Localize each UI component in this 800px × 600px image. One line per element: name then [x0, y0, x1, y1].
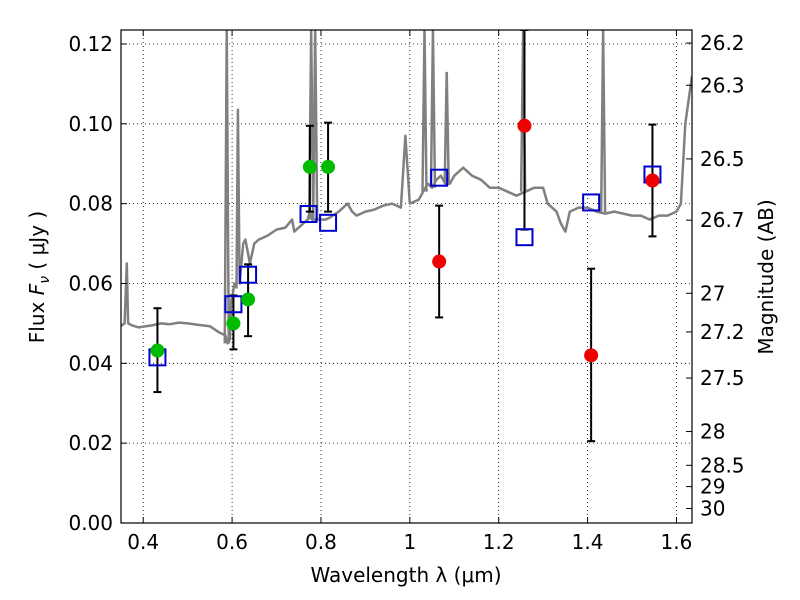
plot-background	[121, 30, 692, 523]
y-axis-label: Flux Fν ( μJy )	[25, 211, 53, 343]
green-data-point	[226, 316, 241, 331]
model-spectrum	[121, 30, 692, 345]
red-data-point	[584, 348, 599, 363]
x-tick-label: 1	[403, 530, 416, 554]
right-tick-label: 27.2	[700, 320, 745, 344]
y-tick-label: 0.08	[68, 192, 113, 216]
red-data-point	[517, 118, 532, 133]
right-tick-label: 26.3	[700, 73, 745, 97]
plot-frame	[120, 29, 693, 524]
x-tick-label: 1.6	[661, 530, 693, 554]
red-data-point	[645, 173, 660, 188]
right-tick-label: 28	[700, 420, 725, 444]
red-data-point	[432, 254, 447, 269]
model-flux-square	[224, 295, 243, 314]
model-flux-square	[430, 168, 449, 187]
y-tick-label: 0.02	[68, 431, 113, 455]
y-tick-label: 0.10	[68, 112, 113, 136]
x-tick-label: 1.2	[483, 530, 515, 554]
right-tick-label: 30	[700, 497, 725, 521]
model-flux-square	[239, 265, 258, 284]
right-tick-label: 27	[700, 281, 725, 305]
x-axis-label: Wavelength λ (μm)	[310, 563, 501, 587]
model-spectrum-line	[121, 75, 692, 345]
emission-line-spike	[599, 30, 607, 214]
axis-ticks	[121, 30, 692, 524]
green-data-point	[302, 159, 317, 174]
y-tick-label: 0.04	[68, 351, 113, 375]
right-axis-label: Magnitude (AB)	[754, 199, 778, 354]
green-data-point	[150, 343, 165, 358]
model-flux-square	[299, 205, 318, 224]
x-tick-label: 0.8	[305, 530, 337, 554]
x-tick-label: 1.4	[572, 530, 604, 554]
right-tick-label: 26.2	[700, 31, 745, 55]
x-tick-label: 0.4	[127, 530, 159, 554]
data-markers	[148, 118, 662, 367]
right-tick-label: 28.5	[700, 453, 745, 477]
x-tick-label: 0.6	[216, 530, 248, 554]
model-flux-square	[319, 213, 338, 232]
x-tick-labels: 0.4 0.6 0.8 1 1.2 1.4 1.6	[127, 530, 692, 554]
emission-line-spike	[223, 30, 231, 344]
plot-area	[121, 30, 692, 443]
right-tick-label: 26.5	[700, 147, 745, 171]
model-flux-square	[515, 228, 534, 247]
right-tick-label: 27.5	[700, 366, 745, 390]
y-tick-labels: 0.00 0.02 0.04 0.06 0.08 0.10 0.12	[68, 32, 113, 535]
emission-line-spike	[443, 71, 450, 184]
green-data-point	[241, 292, 256, 307]
right-tick-label: 26.7	[700, 208, 745, 232]
emission-line-spike	[421, 30, 428, 192]
model-flux-square	[582, 193, 601, 212]
right-tick-label: 29	[700, 475, 725, 499]
green-data-point	[321, 159, 336, 174]
emission-line-spike	[429, 30, 437, 188]
y-tick-label: 0.00	[68, 511, 113, 535]
y-tick-label: 0.06	[68, 271, 113, 295]
emission-line-spike	[311, 30, 319, 220]
y-tick-label: 0.12	[68, 32, 113, 56]
